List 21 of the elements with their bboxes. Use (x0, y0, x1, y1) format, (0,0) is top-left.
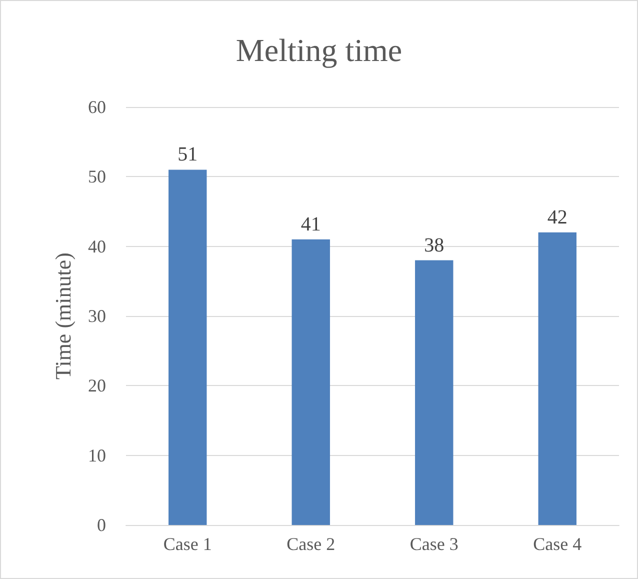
y-tick-label: 10 (88, 445, 106, 466)
y-tick-label: 20 (88, 376, 106, 396)
bar (415, 260, 454, 525)
bar (168, 170, 207, 525)
x-tick-label: Case 4 (533, 534, 582, 554)
bar (538, 232, 576, 525)
x-tick-label: Case 3 (410, 534, 458, 554)
data-label: 38 (424, 234, 444, 256)
chart-title: Melting time (236, 32, 402, 68)
y-axis-title: Time (minute) (50, 252, 76, 380)
data-label: 51 (178, 144, 198, 166)
x-tick-label: Case 2 (286, 534, 336, 554)
x-tick-label: Case 1 (163, 534, 212, 554)
y-tick-label: 30 (88, 306, 106, 326)
bar (292, 239, 330, 525)
data-label: 41 (300, 213, 321, 236)
y-tick-label: 50 (88, 166, 106, 187)
y-tick-label: 60 (88, 97, 106, 117)
y-tick-label: 40 (88, 236, 106, 256)
y-tick-label: 0 (97, 515, 106, 535)
data-label: 42 (547, 206, 568, 228)
